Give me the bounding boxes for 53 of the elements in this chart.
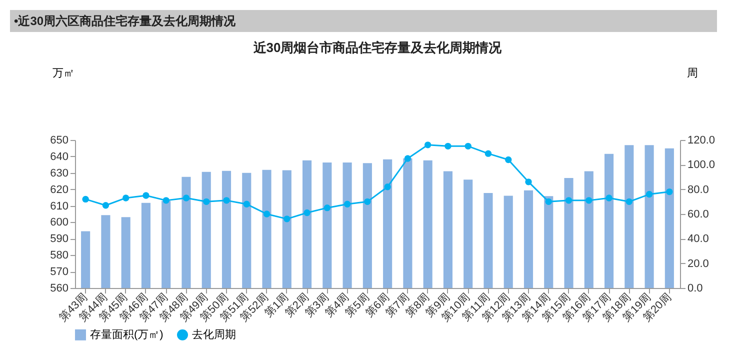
point	[424, 142, 432, 148]
y-axis-title: 万㎡	[52, 68, 74, 80]
y-tick-label: 560	[50, 282, 68, 294]
y2-tick-label: 100.0	[688, 159, 716, 172]
point	[586, 197, 592, 204]
chart-title: •近30周六区商品住宅存量及去化周期情况	[10, 10, 717, 32]
point	[404, 155, 412, 162]
point	[102, 202, 110, 209]
point	[304, 209, 310, 216]
y-tick-label: 630	[50, 167, 68, 180]
legend-label: 存量面积(万㎡)	[90, 328, 164, 341]
y-tick-label: 640	[50, 150, 68, 163]
y2-axis-title: 周	[687, 68, 698, 80]
y-tick-label: 590	[50, 233, 68, 246]
y2-tick-label: 60.0	[688, 208, 709, 220]
point	[525, 178, 532, 186]
point	[626, 198, 633, 206]
y2-tick-label: 20.0	[688, 258, 709, 270]
point	[223, 197, 230, 204]
y2-tick-label: 120.0	[688, 134, 716, 146]
point	[82, 196, 89, 203]
point	[565, 197, 572, 204]
legend-label: 去化周期	[192, 328, 236, 341]
point	[545, 198, 552, 206]
y-tick-label: 620	[50, 184, 68, 196]
point	[182, 194, 190, 202]
point	[666, 188, 673, 196]
y2-tick-label: 0.0	[688, 282, 703, 294]
chart-subtitle: 近30周烟台市商品住宅存量及去化周期情况	[252, 40, 503, 55]
point	[646, 190, 653, 198]
point	[364, 198, 371, 206]
point	[606, 194, 612, 202]
point	[505, 156, 512, 164]
y-tick-label: 600	[50, 216, 68, 229]
y-tick-label: 580	[50, 250, 68, 262]
y2-tick-label: 40.0	[688, 233, 709, 246]
point	[484, 150, 492, 157]
y-tick-label: 570	[50, 266, 68, 278]
point	[384, 184, 391, 190]
y-tick-label: 650	[50, 134, 68, 146]
point	[203, 198, 210, 206]
point	[284, 216, 290, 222]
point	[162, 197, 170, 204]
point	[344, 200, 351, 208]
y-tick-label: 610	[50, 200, 68, 212]
point	[243, 200, 250, 208]
y2-tick-label: 80.0	[688, 184, 709, 196]
point	[464, 142, 472, 150]
point	[122, 194, 130, 202]
point	[142, 192, 150, 199]
point	[263, 210, 270, 218]
point	[324, 204, 331, 212]
point	[444, 142, 452, 150]
